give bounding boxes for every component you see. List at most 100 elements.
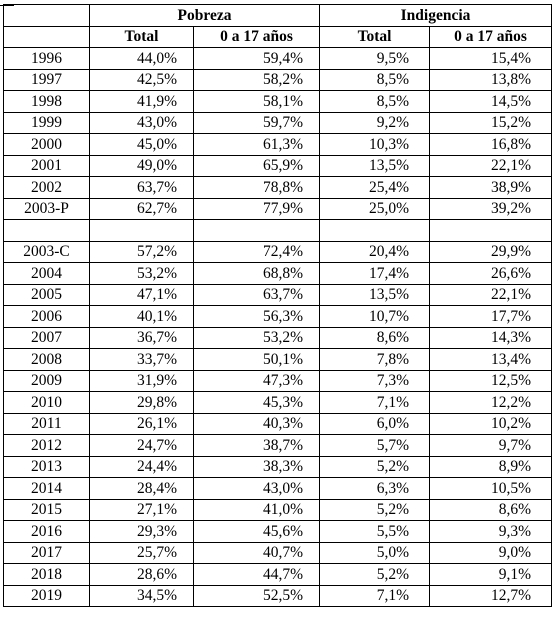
indigencia-total-cell: 8,5% — [319, 68, 431, 91]
pobreza-0-17-cell: 65,9% — [192, 154, 321, 177]
indigencia-0-17-cell: 13,4% — [429, 348, 553, 371]
table-row: 1996 44,0% 59,4% 9,5% 15,4% — [3, 47, 553, 70]
indigencia-0-17-cell: 12,7% — [429, 584, 553, 607]
indigencia-0-17-cell: 10,2% — [429, 412, 553, 435]
table-body-block-1: 1996 44,0% 59,4% 9,5% 15,4% 1997 42,5% 58,2% 8,5… — [3, 47, 553, 220]
pobreza-0-17-cell: 56,3% — [192, 305, 321, 328]
pobreza-0-17-cell: 58,2% — [192, 68, 321, 91]
indigencia-total-cell: 17,4% — [319, 262, 431, 285]
pobreza-total-cell: 43,0% — [89, 111, 194, 134]
pobreza-0-17-cell: 61,3% — [192, 133, 321, 156]
year-cell: 2003-P — [3, 197, 90, 220]
corner-cell — [3, 25, 90, 48]
year-cell: 2013 — [3, 455, 90, 478]
indigencia-total-cell: 25,4% — [319, 176, 431, 199]
pobreza-total-cell: 33,7% — [89, 348, 194, 371]
pobreza-total-cell: 31,9% — [89, 369, 194, 392]
pobreza-0-17-cell: 72,4% — [192, 240, 321, 263]
table-row: 2011 26,1% 40,3% 6,0% 10,2% — [3, 412, 553, 435]
year-cell: 2018 — [3, 563, 90, 586]
pobreza-0-17-cell: 40,3% — [192, 412, 321, 435]
indigencia-total-cell: 9,5% — [319, 47, 431, 70]
pobreza-0-17-cell: 50,1% — [192, 348, 321, 371]
pobreza-0-17-cell: 63,7% — [192, 283, 321, 306]
table-row: 2003-C 57,2% 72,4% 20,4% 29,9% — [3, 240, 553, 263]
sub-header-row: Total 0 a 17 años Total 0 a 17 años — [3, 25, 553, 48]
indigencia-0-17-cell: 12,5% — [429, 369, 553, 392]
year-cell: 2010 — [3, 391, 90, 414]
col-header-pobreza-total: Total — [89, 25, 194, 48]
year-cell: 2003-C — [3, 240, 90, 263]
col-header-indigencia-0-17: 0 a 17 años — [429, 25, 553, 48]
year-cell: 2019 — [3, 584, 90, 607]
pobreza-total-cell: 42,5% — [89, 68, 194, 91]
table-row: 2002 63,7% 78,8% 25,4% 38,9% — [3, 176, 553, 199]
indigencia-total-cell: 6,3% — [319, 477, 431, 500]
indigencia-0-17-cell: 29,9% — [429, 240, 553, 263]
pobreza-total-cell: 34,5% — [89, 584, 194, 607]
indigencia-0-17-cell: 15,2% — [429, 111, 553, 134]
pobreza-0-17-cell: 68,8% — [192, 262, 321, 285]
pobreza-total-cell: 24,4% — [89, 455, 194, 478]
table-body-block-2: 2003-C 57,2% 72,4% 20,4% 29,9% 2004 53,2% 68,8%… — [3, 240, 553, 607]
table-row: 2016 29,3% 45,6% 5,5% 9,3% — [3, 520, 553, 543]
indigencia-total-cell: 5,2% — [319, 498, 431, 521]
indigencia-0-17-cell: 9,3% — [429, 520, 553, 543]
year-cell: 2002 — [3, 176, 90, 199]
pobreza-total-cell: 53,2% — [89, 262, 194, 285]
pobreza-total-cell: 25,7% — [89, 541, 194, 564]
table-row: 2003-P 62,7% 77,9% 25,0% 39,2% — [3, 197, 553, 220]
table-row: 2001 49,0% 65,9% 13,5% 22,1% — [3, 154, 553, 177]
indigencia-0-17-cell: 17,7% — [429, 305, 553, 328]
pobreza-0-17-cell: 59,4% — [192, 47, 321, 70]
year-cell: 2005 — [3, 283, 90, 306]
pobreza-0-17-cell: 59,7% — [192, 111, 321, 134]
year-cell: 1999 — [3, 111, 90, 134]
indigencia-total-cell: 5,2% — [319, 563, 431, 586]
indigencia-total-cell: 5,7% — [319, 434, 431, 457]
indigencia-0-17-cell: 9,1% — [429, 563, 553, 586]
indigencia-total-cell: 20,4% — [319, 240, 431, 263]
indigencia-0-17-cell: 10,5% — [429, 477, 553, 500]
pobreza-total-cell: 29,3% — [89, 520, 194, 543]
group-header-indigencia: Indigencia — [319, 4, 553, 27]
corner-cell — [3, 4, 90, 27]
indigencia-0-17-cell: 16,8% — [429, 133, 553, 156]
table-row: 2000 45,0% 61,3% 10,3% 16,8% — [3, 133, 553, 156]
group-header-pobreza: Pobreza — [88, 4, 321, 27]
year-cell: 2004 — [3, 262, 90, 285]
table-row: 2012 24,7% 38,7% 5,7% 9,7% — [3, 434, 553, 457]
indigencia-total-cell: 10,7% — [319, 305, 431, 328]
pobreza-0-17-cell: 41,0% — [192, 498, 321, 521]
pobreza-total-cell: 26,1% — [89, 412, 194, 435]
year-cell: 2017 — [3, 541, 90, 564]
table-row: 2019 34,5% 52,5% 7,1% 12,7% — [3, 584, 553, 607]
pobreza-0-17-cell: 45,3% — [192, 391, 321, 414]
indigencia-total-cell: 8,5% — [319, 90, 431, 113]
pobreza-0-17-cell: 52,5% — [192, 584, 321, 607]
indigencia-0-17-cell: 15,4% — [429, 47, 553, 70]
col-header-indigencia-total: Total — [319, 25, 431, 48]
indigencia-0-17-cell: 26,6% — [429, 262, 553, 285]
year-cell: 2008 — [3, 348, 90, 371]
indigencia-0-17-cell: 8,9% — [429, 455, 553, 478]
pobreza-total-cell: 44,0% — [89, 47, 194, 70]
indigencia-total-cell: 7,3% — [319, 369, 431, 392]
indigencia-0-17-cell: 9,0% — [429, 541, 553, 564]
pobreza-0-17-cell: 40,7% — [192, 541, 321, 564]
indigencia-0-17-cell: 39,2% — [429, 197, 553, 220]
pobreza-0-17-cell: 47,3% — [192, 369, 321, 392]
pobreza-total-cell: 47,1% — [89, 283, 194, 306]
indigencia-total-cell: 5,0% — [319, 541, 431, 564]
table-row: 2018 28,6% 44,7% 5,2% 9,1% — [3, 563, 553, 586]
year-cell: 2007 — [3, 326, 90, 349]
year-cell: 2015 — [3, 498, 90, 521]
indigencia-total-cell: 6,0% — [319, 412, 431, 435]
indigencia-0-17-cell: 14,5% — [429, 90, 553, 113]
pobreza-total-cell: 27,1% — [89, 498, 194, 521]
pobreza-0-17-cell: 44,7% — [192, 563, 321, 586]
pobreza-0-17-cell: 38,3% — [192, 455, 321, 478]
pobreza-total-cell: 40,1% — [89, 305, 194, 328]
indigencia-total-cell: 13,5% — [319, 283, 431, 306]
table-row: 2010 29,8% 45,3% 7,1% 12,2% — [3, 391, 553, 414]
